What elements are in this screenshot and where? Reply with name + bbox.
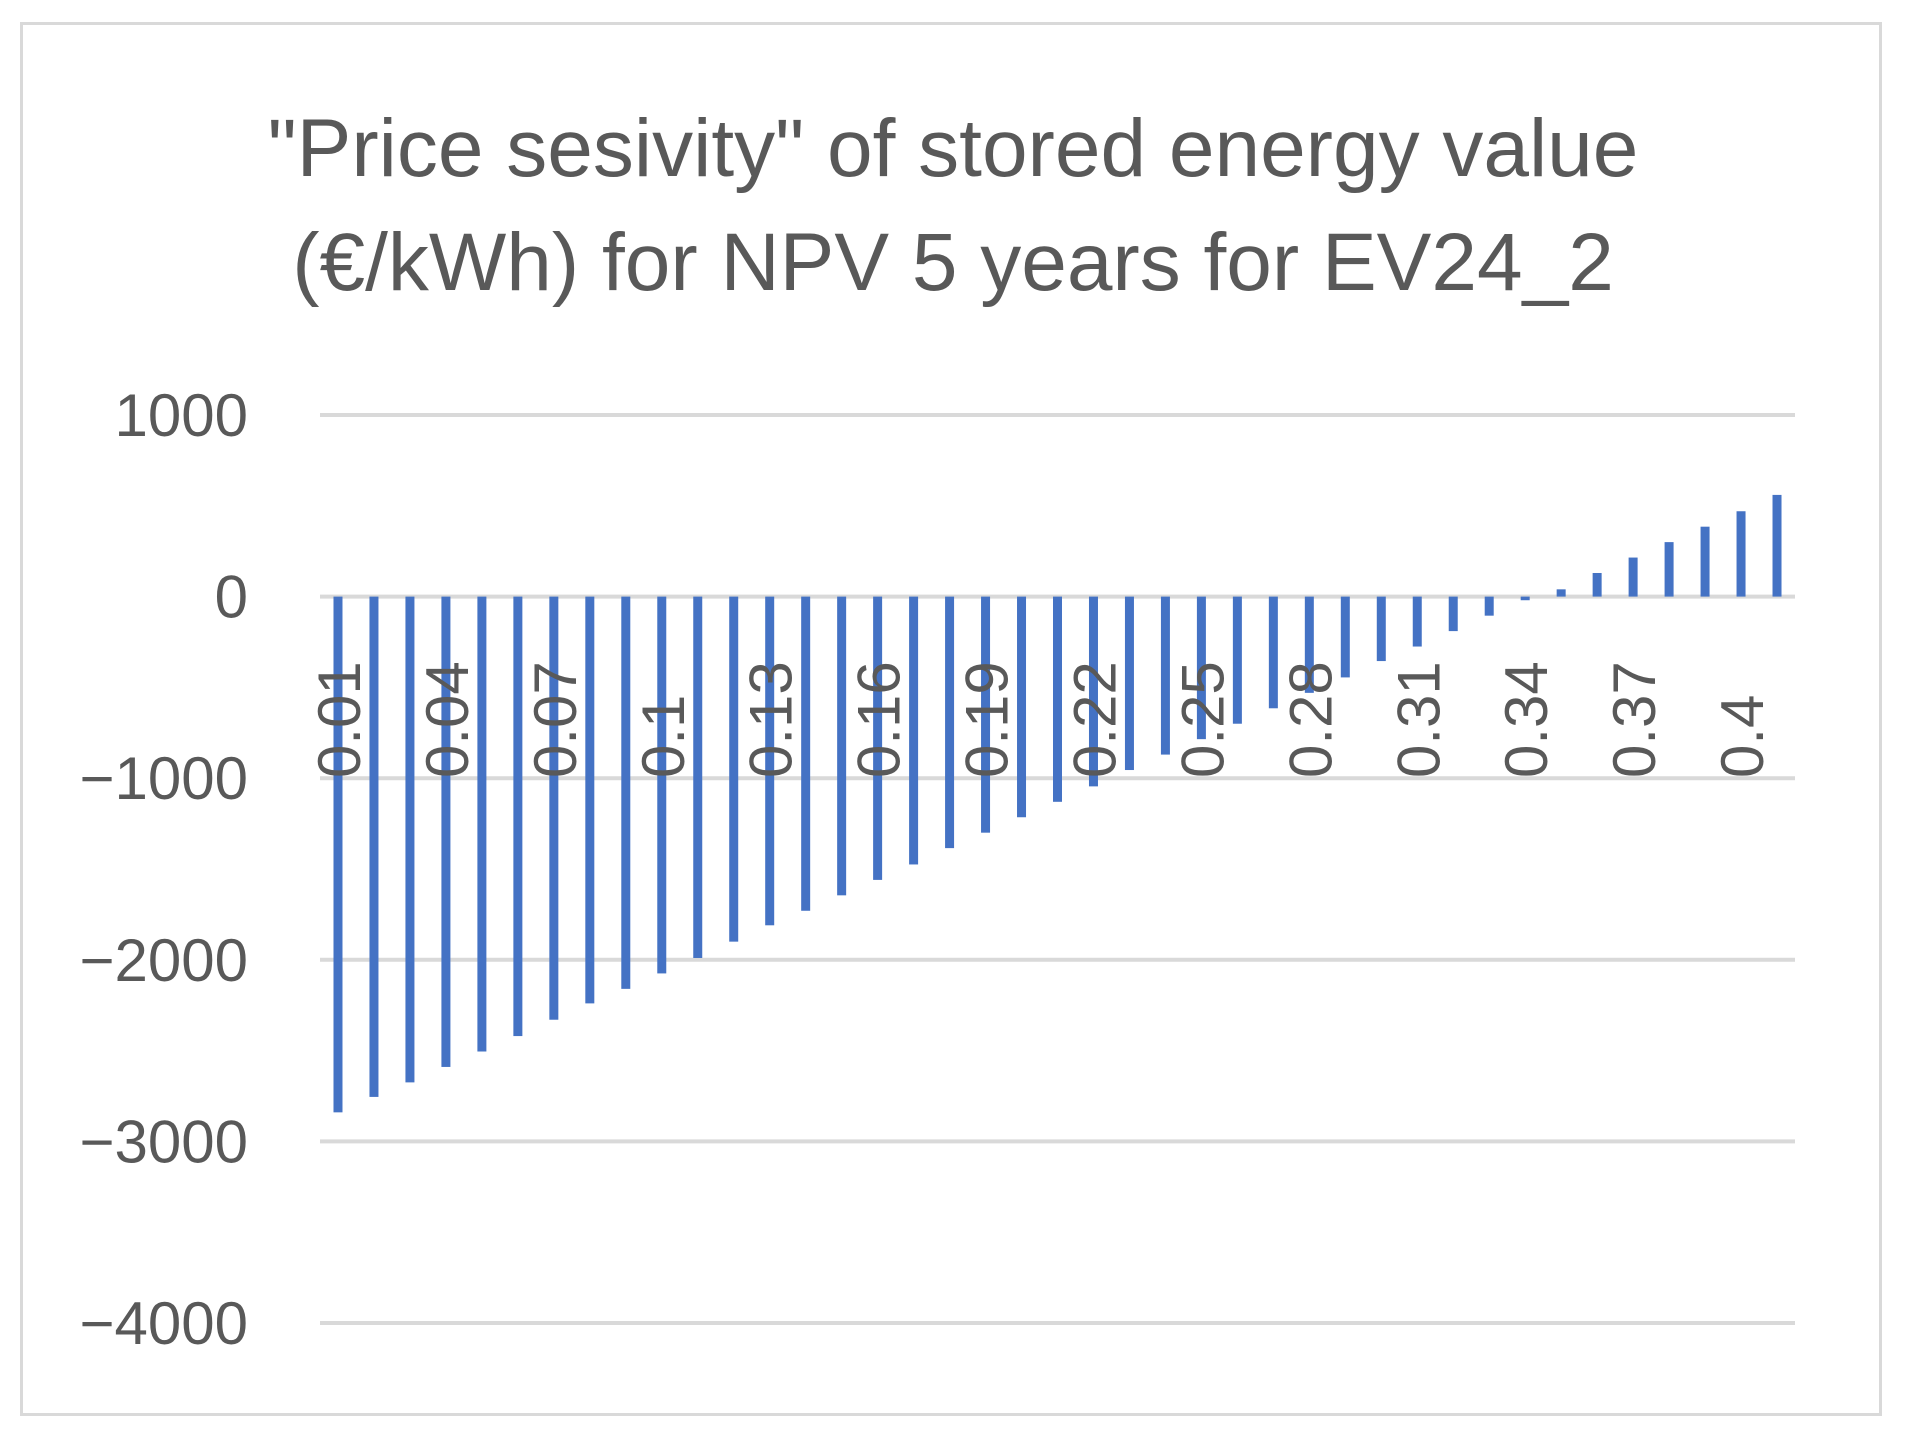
bar-0.15 bbox=[837, 596, 847, 896]
x-tick-label: 0.13 bbox=[738, 661, 805, 778]
bar-0.38 bbox=[1664, 542, 1674, 597]
bar-0.41 bbox=[1772, 494, 1782, 597]
x-tick-label: 0.07 bbox=[522, 661, 589, 778]
bar-series bbox=[333, 494, 1782, 1113]
bar-0.31 bbox=[1412, 596, 1422, 647]
x-tick-label: 0.01 bbox=[306, 661, 373, 778]
bar-0.12 bbox=[729, 596, 739, 942]
bar-0.27 bbox=[1268, 596, 1278, 709]
x-tick-label: 0.1 bbox=[630, 695, 697, 778]
chart-title: "Price sesivity" of stored energy value … bbox=[0, 92, 1906, 320]
bar-0.05 bbox=[477, 596, 487, 1052]
y-tick-label: −3000 bbox=[79, 1108, 248, 1175]
bar-0.39 bbox=[1700, 526, 1710, 597]
bar-0.1 bbox=[657, 596, 667, 974]
y-tick-label: 1000 bbox=[115, 382, 248, 449]
x-tick-label: 0.28 bbox=[1277, 661, 1344, 778]
bar-0.06 bbox=[513, 596, 523, 1037]
x-tick-label: 0.34 bbox=[1493, 661, 1560, 778]
x-tick-label: 0.22 bbox=[1061, 661, 1128, 778]
bar-0.32 bbox=[1448, 596, 1458, 632]
bar-0.28 bbox=[1304, 596, 1314, 693]
bar-0.21 bbox=[1053, 596, 1062, 802]
bar-0.3 bbox=[1376, 596, 1386, 662]
bar-0.37 bbox=[1628, 557, 1638, 597]
chart-title-line-2: (€/kWh) for NPV 5 years for EV24_2 bbox=[292, 217, 1614, 308]
bar-0.16 bbox=[873, 596, 883, 880]
bar-0.13 bbox=[765, 596, 775, 926]
y-tick-label: −4000 bbox=[79, 1290, 248, 1357]
bar-0.03 bbox=[405, 596, 415, 1083]
bar-0.01 bbox=[333, 596, 343, 1113]
x-tick-label: 0.16 bbox=[846, 661, 913, 778]
bar-0.29 bbox=[1340, 596, 1350, 678]
bar-0.04 bbox=[441, 596, 451, 1067]
y-axis-tick-labels: 1000 0 −1000 −2000 −3000 −4000 bbox=[79, 382, 248, 1357]
gridlines bbox=[320, 413, 1795, 1325]
x-tick-label: 0.4 bbox=[1709, 695, 1776, 778]
bar-0.08 bbox=[585, 596, 595, 1004]
x-tick-label: 0.37 bbox=[1601, 661, 1668, 778]
x-tick-label: 0.19 bbox=[954, 661, 1021, 778]
bar-0.14 bbox=[801, 596, 811, 911]
bar-0.07 bbox=[549, 596, 559, 1020]
bar-0.22 bbox=[1088, 596, 1098, 787]
bar-0.18 bbox=[945, 596, 955, 849]
x-tick-label: 0.04 bbox=[414, 661, 481, 778]
bar-0.34 bbox=[1520, 596, 1530, 601]
x-tick-label: 0.31 bbox=[1385, 661, 1452, 778]
bar-0.2 bbox=[1017, 596, 1027, 818]
bar-0.4 bbox=[1736, 511, 1746, 597]
bar-0.23 bbox=[1124, 596, 1134, 771]
bar-0.02 bbox=[369, 596, 379, 1097]
chart-title-line-1: "Price sesivity" of stored energy value bbox=[267, 103, 1639, 194]
x-axis-tick-labels: 0.01 0.04 0.07 0.1 0.13 0.16 0.19 0.22 0.25 0.28 0… bbox=[306, 661, 1776, 778]
bar-0.36 bbox=[1592, 572, 1602, 597]
y-tick-label: 0 bbox=[215, 564, 248, 631]
bar-0.35 bbox=[1556, 589, 1566, 597]
y-tick-label: −2000 bbox=[79, 927, 248, 994]
y-tick-label: −1000 bbox=[79, 745, 248, 812]
bar-0.11 bbox=[693, 596, 703, 958]
x-tick-label: 0.25 bbox=[1169, 661, 1236, 778]
bar-0.19 bbox=[981, 596, 991, 833]
bar-0.24 bbox=[1160, 596, 1170, 755]
bar-0.26 bbox=[1232, 596, 1242, 724]
bar-0.09 bbox=[621, 596, 631, 989]
bar-0.17 bbox=[909, 596, 919, 865]
bar-0.25 bbox=[1196, 596, 1206, 740]
bar-0.33 bbox=[1484, 596, 1494, 616]
